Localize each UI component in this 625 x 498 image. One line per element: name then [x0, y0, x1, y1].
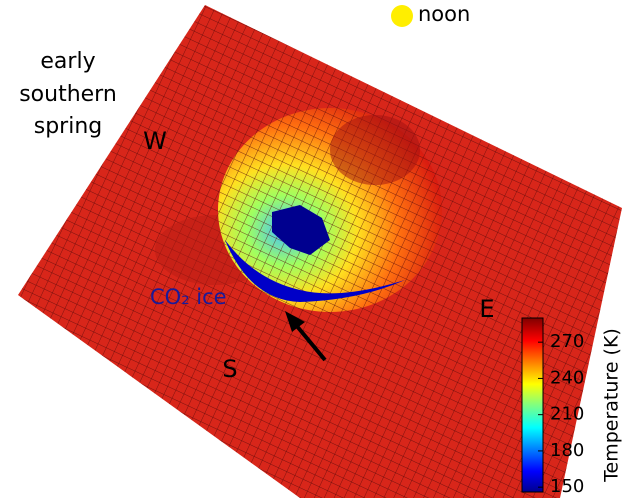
- surface: [18, 5, 622, 498]
- direction-label: W: [143, 127, 167, 155]
- sun: [391, 5, 413, 27]
- season-label: early: [40, 49, 95, 74]
- direction-label: E: [479, 295, 494, 323]
- time-label: noon: [418, 2, 470, 26]
- colorbar-tick-label: 270: [550, 331, 584, 352]
- colorbar: [521, 317, 544, 493]
- season-label: spring: [34, 114, 103, 139]
- arrow: [285, 311, 327, 362]
- colorbar-tick-label: 180: [550, 440, 584, 461]
- direction-label: S: [222, 355, 237, 383]
- colorbar-tick-label: 210: [550, 404, 584, 425]
- season-label: southern: [19, 82, 117, 107]
- ice-label: CO₂ ice: [150, 285, 227, 309]
- colorbar-tick-label: 150: [550, 476, 584, 497]
- colorbar-label: Temperature (K): [601, 328, 623, 483]
- colorbar-tick-label: 240: [550, 367, 584, 388]
